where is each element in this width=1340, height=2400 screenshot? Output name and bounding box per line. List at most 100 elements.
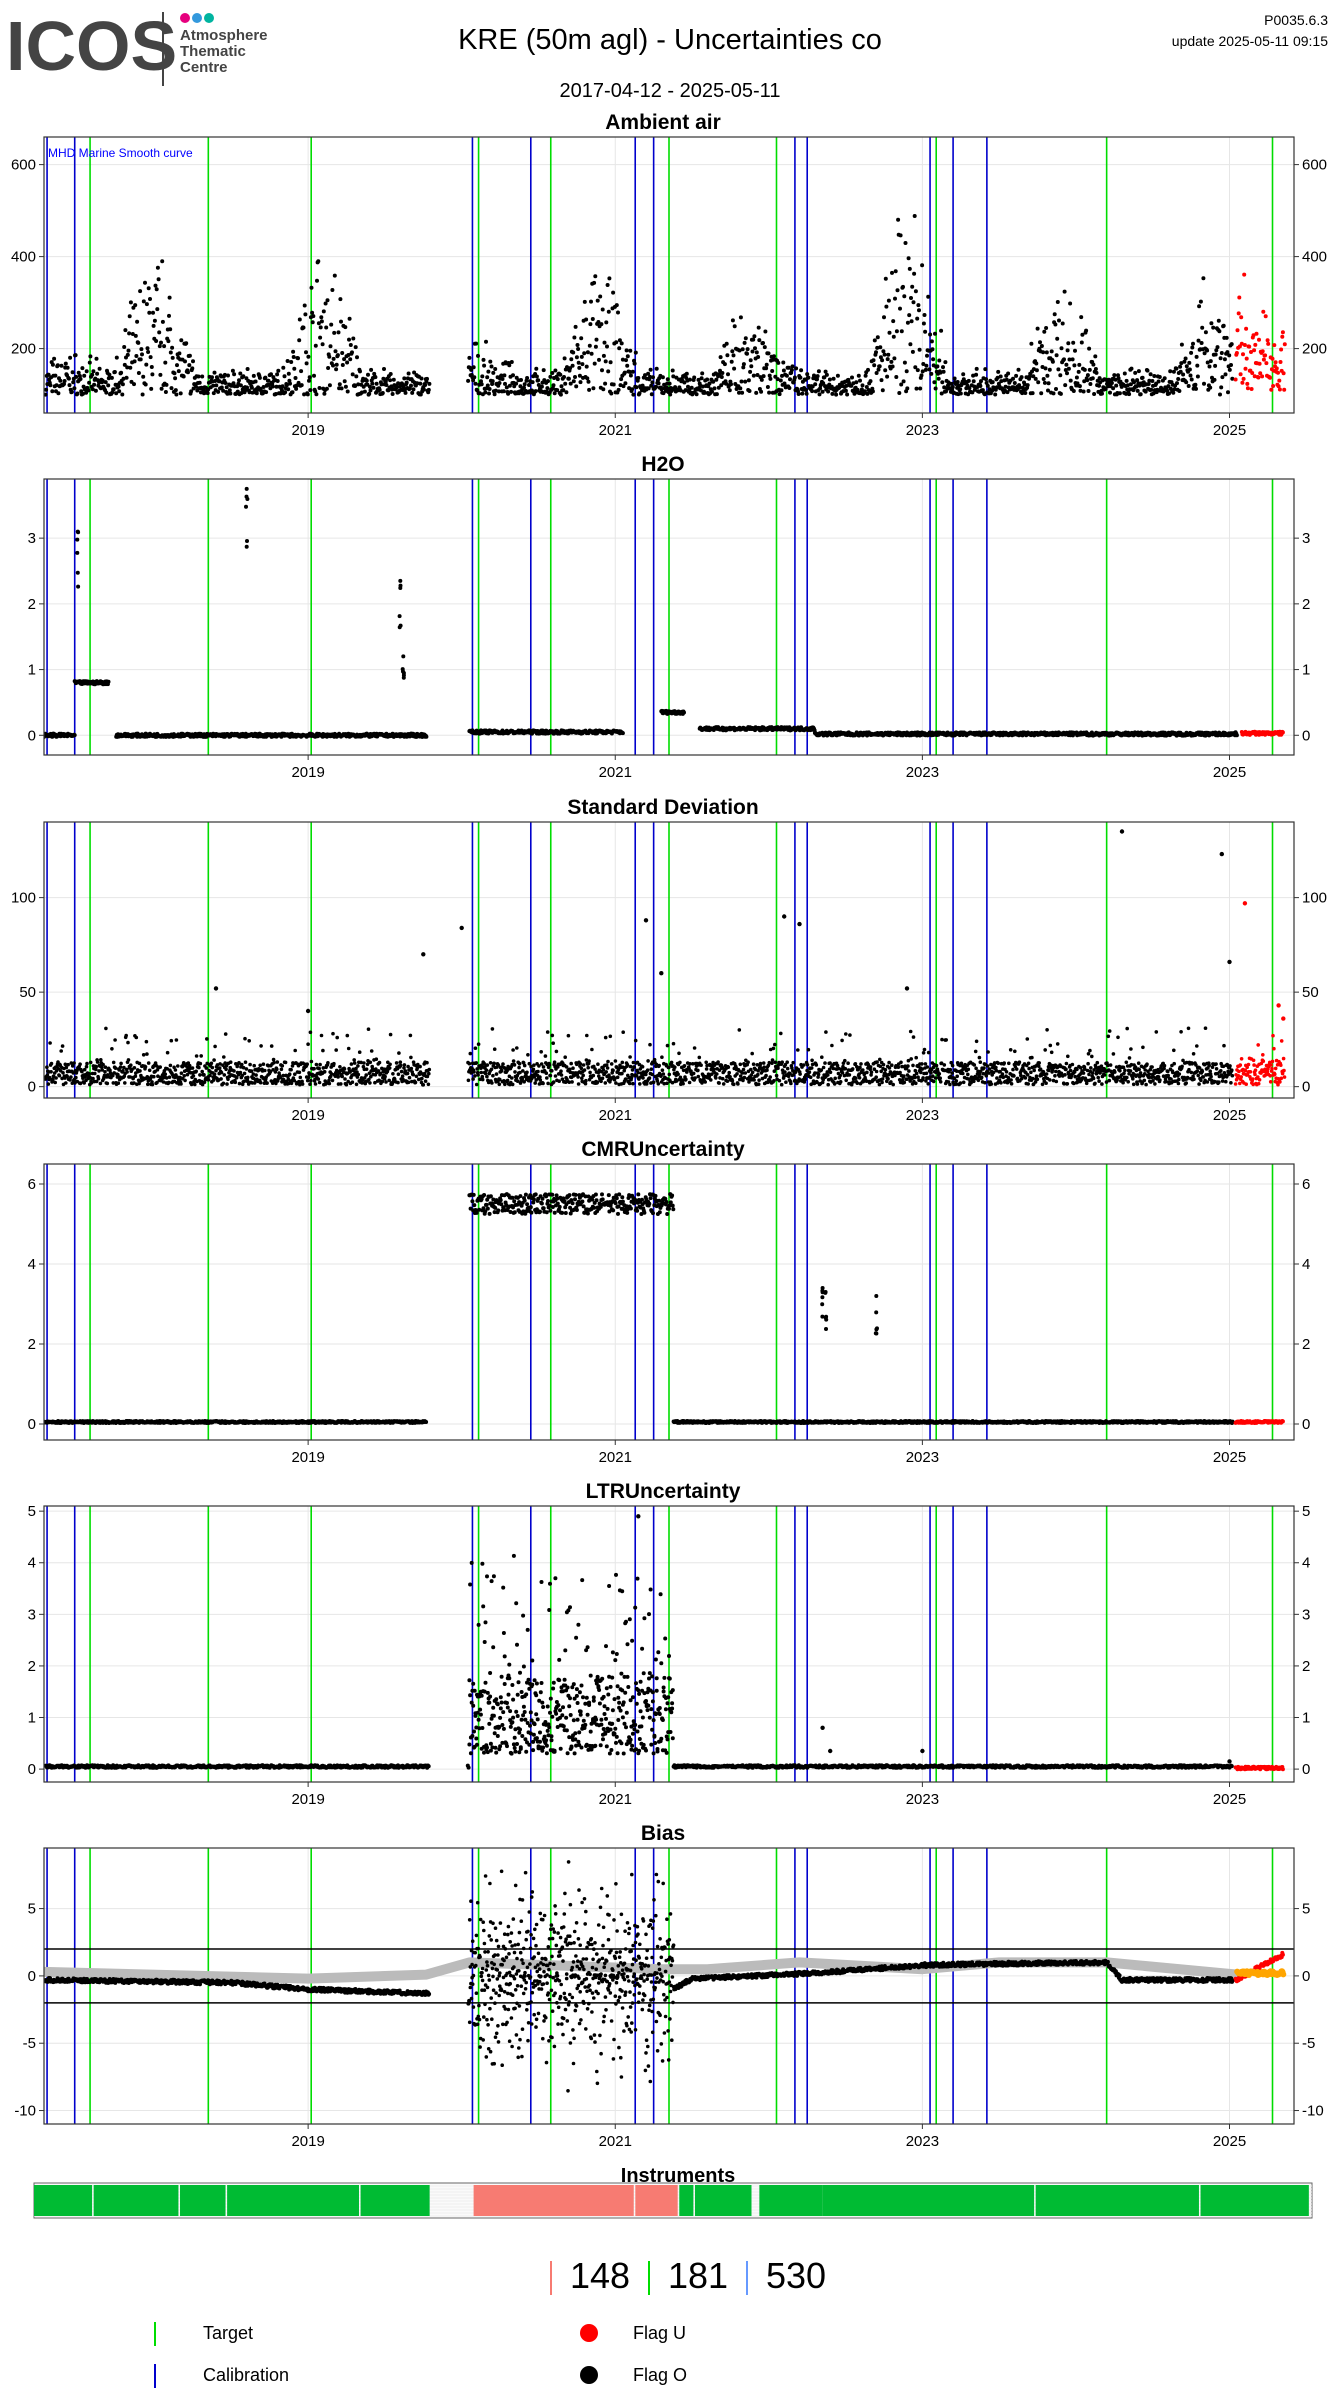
data-point [483,1071,488,1076]
data-point [1218,392,1222,397]
data-point [502,1079,506,1083]
data-point [352,1061,357,1065]
data-point [311,314,316,319]
data-point [1208,385,1213,390]
data-point [67,383,72,388]
data-point [698,388,703,393]
data-point [532,1063,536,1067]
data-point [1046,381,1051,386]
data-point [874,350,878,355]
data-point [1179,361,1184,366]
data-point [418,381,423,386]
data-point [1182,359,1187,364]
data-point [576,347,581,351]
data-point [548,374,553,379]
data-point [538,1078,543,1082]
data-point [919,373,924,378]
data-point [322,1070,327,1074]
data-point [651,375,655,380]
data-point [562,356,567,361]
data-point [319,319,324,324]
data-point [563,381,568,386]
data-point [194,1054,199,1058]
data-point [1249,350,1253,354]
data-point [1216,318,1221,323]
data-point [1200,325,1205,330]
data-point [971,373,976,378]
data-point [1157,375,1162,379]
data-point [114,355,119,360]
data-point [370,381,375,386]
data-point [1258,371,1263,376]
data-point [384,383,389,387]
data-point [893,296,897,301]
data-point [545,1076,549,1080]
data-point [362,389,367,394]
data-point [722,362,727,367]
data-point [816,369,821,374]
data-point [382,367,386,371]
data-point [187,353,192,358]
data-point [281,365,286,370]
data-point [930,347,935,352]
data-point [1197,304,1202,309]
data-point [854,380,859,385]
data-point [302,303,307,308]
data-point [881,349,886,354]
data-point [625,354,630,359]
data-point [1034,361,1039,366]
data-point [364,1073,369,1077]
data-point [1030,391,1035,396]
data-point [817,392,822,397]
data-point [290,390,295,395]
data-point [909,296,913,300]
data-point [591,386,596,391]
data-point [356,382,361,387]
data-point [208,1073,212,1078]
data-point [75,529,80,534]
data-point [316,259,321,264]
data-point [388,1032,393,1037]
data-point [1181,372,1186,377]
data-point [106,383,111,388]
data-point [53,1080,57,1085]
data-point [380,1079,385,1084]
data-point [534,374,539,379]
data-point [355,355,359,360]
data-point [423,1079,428,1083]
data-point [585,350,590,355]
data-point [285,359,290,363]
data-point [1225,350,1230,355]
data-point [1091,362,1096,367]
y-tick-label: 200 [1302,341,1327,358]
data-point [511,1048,515,1052]
data-point [1071,340,1076,345]
data-point [143,280,147,285]
data-point [415,381,420,386]
data-point [940,380,945,385]
data-point [143,1065,148,1069]
data-point [475,1067,480,1071]
data-point [313,1082,318,1086]
data-point [790,364,795,369]
data-point [62,382,66,386]
data-point [343,1077,347,1081]
data-point [1020,391,1025,396]
data-point [1221,323,1226,328]
logo-wordmark: ICOS [6,7,177,85]
data-point [76,584,81,589]
data-point [339,319,343,324]
data-point [1282,387,1287,392]
data-point [222,1055,226,1059]
data-point [182,1074,186,1078]
data-point [385,1069,390,1074]
data-point [830,391,835,396]
data-point [82,1081,86,1085]
data-point [113,1038,117,1042]
data-point [662,382,667,387]
data-point [1031,374,1036,379]
data-point [218,1062,222,1066]
data-point [1041,350,1046,355]
data-point [479,1070,484,1075]
data-point [324,325,329,330]
